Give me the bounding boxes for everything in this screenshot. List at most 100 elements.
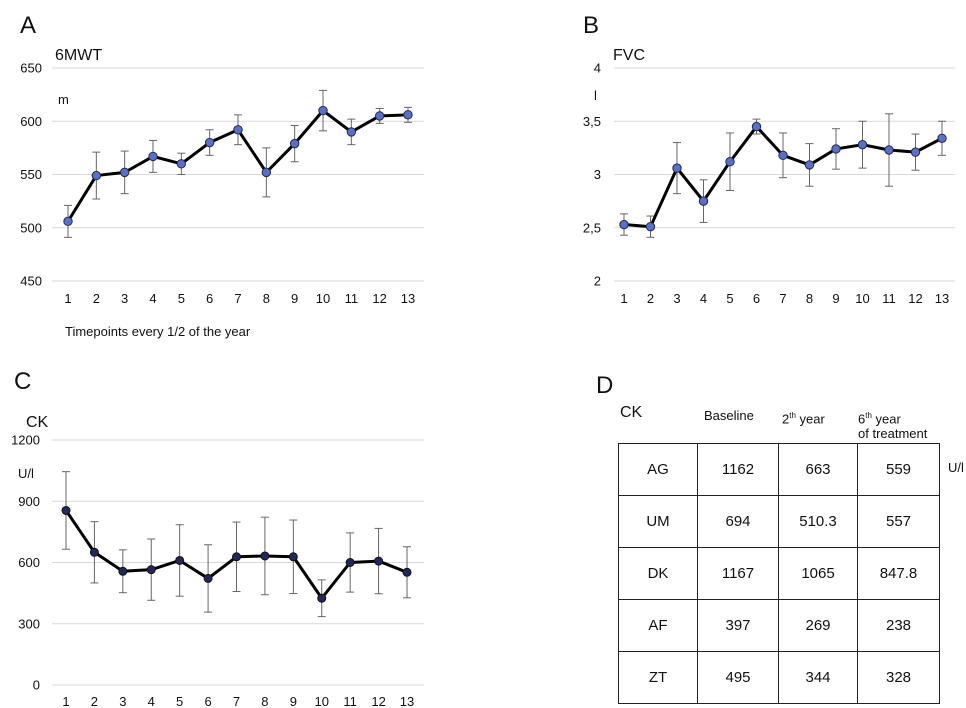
x-tick-label: 5 (726, 291, 733, 306)
x-tick-label: 10 (855, 291, 869, 306)
row-name: AG (618, 443, 698, 496)
chart-title: 6MWT (55, 47, 102, 64)
x-tick-label: 11 (882, 291, 896, 306)
data-point (118, 566, 128, 576)
data-point (175, 555, 185, 565)
data-point (884, 145, 894, 155)
data-point (176, 159, 187, 169)
x-tick-label: 11 (343, 694, 357, 708)
y-tick-label: 550 (20, 167, 42, 182)
panel-label-d: D (596, 372, 614, 399)
data-point (204, 137, 215, 148)
table-row: DK 1167 1065 847.8 (618, 547, 940, 600)
y-tick-label: 300 (18, 616, 40, 631)
data-point (778, 150, 788, 161)
table-row: ZT 495 344 328 (618, 651, 940, 704)
table-cell: 847.8 (857, 547, 940, 600)
table-cell: 1167 (697, 547, 779, 600)
table-row: UM 694 510.3 557 (618, 495, 940, 548)
y-tick-label: 450 (20, 274, 42, 289)
x-tick-label: 7 (233, 694, 240, 708)
data-point (910, 147, 921, 157)
data-point (698, 196, 709, 206)
x-tick-label: 10 (316, 291, 330, 306)
y-tick-label: 2 (594, 274, 601, 289)
y-tick-label: 900 (18, 494, 40, 509)
x-tick-label: 12 (371, 694, 385, 708)
table-cell: 663 (778, 443, 858, 496)
data-point (346, 127, 357, 137)
y-tick-label: 600 (18, 555, 40, 570)
table-title: CK (620, 404, 643, 421)
x-tick-label: 3 (121, 291, 128, 306)
row-name: AF (618, 599, 698, 652)
data-point (403, 110, 413, 120)
x-tick-label: 1 (64, 291, 71, 306)
x-tick-label: 6 (206, 291, 213, 306)
table-cell: 397 (697, 599, 779, 652)
x-tick-label: 12 (372, 291, 386, 306)
data-point (203, 573, 213, 583)
x-tick-label: 10 (315, 694, 329, 708)
ck-table: AG 1162 663 559 UM 694 510.3 557 DK 1167… (618, 443, 940, 704)
data-point (63, 216, 73, 227)
table-cell: 344 (778, 651, 858, 704)
table-cell: 1065 (778, 547, 858, 600)
x-tick-label: 13 (400, 694, 414, 708)
x-tick-label: 4 (700, 291, 707, 306)
table-header-baseline: Baseline (704, 408, 754, 423)
table-cell: 510.3 (778, 495, 858, 548)
data-point (857, 139, 868, 150)
y-tick-label: 0 (33, 678, 40, 693)
data-point (374, 111, 385, 121)
data-point (261, 167, 272, 178)
panel-label-b: B (583, 12, 600, 39)
x-tick-label: 2 (91, 694, 98, 708)
data-point (402, 567, 412, 577)
table-cell: 559 (857, 443, 940, 496)
x-tick-label: 2 (647, 291, 654, 306)
panel-label-a: A (20, 12, 37, 39)
x-tick-label: 8 (261, 694, 268, 708)
data-point (317, 593, 327, 603)
table-header-year6: 6th year of treatment (858, 411, 928, 442)
y-tick-label: 3,5 (583, 114, 601, 129)
data-point (89, 547, 99, 557)
data-point (751, 121, 762, 132)
data-point (831, 144, 841, 154)
table-cell: 328 (857, 651, 940, 704)
y-tick-label: 4 (594, 61, 601, 76)
chart-title: CK (26, 414, 49, 431)
x-tick-label: 1 (62, 694, 69, 708)
data-point (288, 552, 298, 562)
table-cell: 694 (697, 495, 779, 548)
table-row: AF 397 269 238 (618, 599, 940, 652)
data-point (318, 105, 328, 116)
y-tick-label: 2,5 (583, 220, 601, 235)
y-tick-label: 500 (20, 220, 42, 235)
data-point (146, 565, 156, 575)
x-tick-label: 4 (148, 694, 155, 708)
x-tick-label: 8 (263, 291, 270, 306)
chart-title: FVC (613, 47, 645, 64)
table-cell: 269 (778, 599, 858, 652)
data-point (233, 125, 243, 135)
data-point (289, 138, 300, 149)
x-tick-label: 13 (935, 291, 949, 306)
x-tick-label: 9 (832, 291, 839, 306)
table-cell: 495 (697, 651, 779, 704)
y-tick-label: 600 (20, 114, 42, 129)
y-axis-unit: U/l (18, 466, 34, 481)
table-header-year2: 2th year (782, 411, 825, 427)
x-tick-label: 6 (753, 291, 760, 306)
x-tick-label: 2 (93, 291, 100, 306)
x-tick-label: 8 (806, 291, 813, 306)
data-point (61, 505, 71, 515)
row-name: DK (618, 547, 698, 600)
data-point (345, 558, 355, 567)
x-tick-label: 1 (620, 291, 627, 306)
